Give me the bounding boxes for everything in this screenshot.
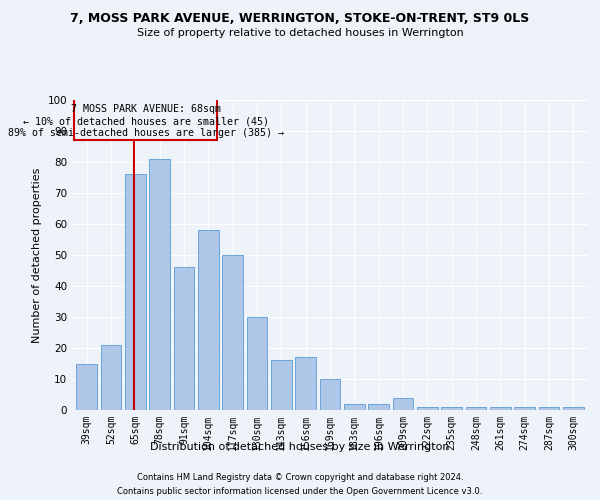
Bar — [344, 404, 365, 410]
Text: Size of property relative to detached houses in Werrington: Size of property relative to detached ho… — [137, 28, 463, 38]
Text: Contains public sector information licensed under the Open Government Licence v3: Contains public sector information licen… — [118, 488, 482, 496]
Bar — [442, 407, 462, 410]
Bar — [563, 407, 584, 410]
Bar — [514, 407, 535, 410]
Bar — [539, 407, 559, 410]
Bar — [149, 159, 170, 410]
Text: 7, MOSS PARK AVENUE, WERRINGTON, STOKE-ON-TRENT, ST9 0LS: 7, MOSS PARK AVENUE, WERRINGTON, STOKE-O… — [70, 12, 530, 26]
Bar — [247, 317, 268, 410]
Bar — [368, 404, 389, 410]
Text: Contains HM Land Registry data © Crown copyright and database right 2024.: Contains HM Land Registry data © Crown c… — [137, 472, 463, 482]
Text: Distribution of detached houses by size in Werrington: Distribution of detached houses by size … — [150, 442, 450, 452]
Bar — [173, 268, 194, 410]
Text: ← 10% of detached houses are smaller (45): ← 10% of detached houses are smaller (45… — [23, 116, 269, 126]
Bar — [417, 407, 438, 410]
Bar — [125, 174, 146, 410]
Bar — [320, 379, 340, 410]
Bar — [76, 364, 97, 410]
Bar — [222, 255, 243, 410]
Text: 89% of semi-detached houses are larger (385) →: 89% of semi-detached houses are larger (… — [8, 128, 284, 138]
Bar — [295, 358, 316, 410]
Bar — [490, 407, 511, 410]
Bar — [198, 230, 218, 410]
Y-axis label: Number of detached properties: Number of detached properties — [32, 168, 42, 342]
Bar — [74, 98, 217, 140]
Bar — [392, 398, 413, 410]
Bar — [271, 360, 292, 410]
Text: 7 MOSS PARK AVENUE: 68sqm: 7 MOSS PARK AVENUE: 68sqm — [71, 104, 221, 114]
Bar — [101, 345, 121, 410]
Bar — [466, 407, 487, 410]
